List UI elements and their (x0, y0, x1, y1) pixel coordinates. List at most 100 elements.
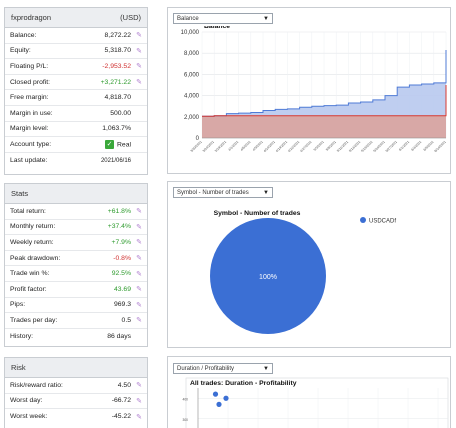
scatter-point[interactable] (212, 391, 219, 397)
stat-label: History: (10, 333, 34, 341)
x-tick-label: 4/19/2021 (275, 140, 288, 153)
stat-row: Account type: ✓ Real (5, 137, 147, 153)
edit-pencil-icon[interactable]: ✎ (136, 32, 142, 40)
stat-label: Total return: (10, 207, 46, 215)
balance-dropdown-label: Balance (177, 15, 199, 22)
stat-row: Balance: 8,272.22 ✎ (5, 28, 147, 44)
edit-pencil-icon[interactable]: ✎ (136, 270, 142, 278)
y-tick-label: 4,000 (184, 94, 200, 100)
stat-value: 92.5% (111, 270, 131, 278)
stat-value: 4,818.70 (104, 94, 131, 102)
stat-label: Floating P/L: (10, 62, 49, 70)
y-tick-label: 8,000 (184, 51, 200, 57)
stat-label: Monthly return: (10, 223, 56, 231)
stat-label: Weekly return: (10, 238, 54, 246)
y-tick-label: 6,000 (184, 72, 200, 78)
stat-label: Free margin: (10, 94, 49, 102)
account-panel: fxprodragon (USD) Balance: 8,272.22 ✎ Equit… (4, 7, 148, 175)
edit-pencil-icon[interactable]: ✎ (136, 317, 142, 325)
risk-rows: Risk/reward ratio: 4.50 ✎ Worst day: -66.72 ✎… (5, 378, 147, 425)
stat-value: 43.69 (113, 285, 131, 293)
stat-label: Margin in use: (10, 109, 53, 117)
stat-label: Balance: (10, 31, 37, 39)
stat-value: -2,953.52 (102, 62, 131, 70)
stat-row: Total return: +61.8% ✎ (5, 204, 147, 220)
stat-row: Equity: 5,318.70 ✎ (5, 44, 147, 60)
stat-value: 8,272.22 (104, 31, 131, 39)
y-tick-label: 0 (196, 136, 200, 142)
x-tick-label: 5/24/2021 (373, 140, 386, 153)
balance-chart-dropdown[interactable]: Balance ▼ (173, 13, 273, 24)
x-tick-label: 5/14/2021 (348, 140, 361, 153)
symbol-chart-panel: Symbol - Number of trades ▼ Symbol - Num… (167, 181, 451, 348)
symbol-dropdown-label: Symbol - Number of trades (177, 189, 249, 196)
plot-area (185, 377, 449, 428)
stat-row: Worst week: -45.22 ✎ (5, 409, 147, 425)
stats-header: Stats (5, 184, 147, 204)
balance-line (202, 50, 447, 117)
risk-panel: Risk Risk/reward ratio: 4.50 ✎ Worst day: -6… (4, 357, 148, 428)
chevron-down-icon: ▼ (263, 365, 269, 372)
edit-pencil-icon[interactable]: ✎ (136, 239, 142, 247)
stat-label: Worst week: (10, 413, 48, 421)
scatter-point[interactable] (216, 401, 222, 407)
stat-label: Worst day: (10, 397, 43, 405)
edit-pencil-icon[interactable]: ✎ (136, 47, 142, 55)
edit-pencil-icon[interactable]: ✎ (136, 382, 142, 390)
stat-row: Risk/reward ratio: 4.50 ✎ (5, 378, 147, 394)
stat-value: +7.9% (111, 238, 131, 246)
pie-slice[interactable] (210, 218, 326, 334)
edit-pencil-icon[interactable]: ✎ (136, 286, 142, 294)
x-tick-label: 4/22/2021 (287, 140, 300, 153)
x-tick-label: 6/4/2021 (410, 140, 422, 152)
duration-chart: All trades: Duration - Profitability 400 3… (182, 377, 449, 428)
stat-value: +37.4% (107, 223, 131, 231)
edit-pencil-icon[interactable]: ✎ (136, 208, 142, 216)
edit-pencil-icon[interactable]: ✎ (136, 301, 142, 309)
risk-title: Risk (11, 363, 26, 372)
x-tick-label: 6/1/2021 (398, 140, 410, 152)
edit-pencil-icon[interactable]: ✎ (136, 255, 142, 263)
y-tick-label: 400 (182, 397, 188, 401)
stats-rows: Total return: +61.8% ✎ Monthly return: +37.4… (5, 204, 147, 344)
x-tick-label: 4/27/2021 (299, 140, 312, 153)
risk-header: Risk (5, 358, 147, 378)
y-tick-label: 2,000 (184, 115, 200, 121)
account-header: fxprodragon (USD) (5, 8, 147, 28)
stat-row: Last update: 2021/06/16 (5, 153, 147, 169)
stat-row: Trades per day: 0.5 ✎ (5, 313, 147, 329)
stat-row: Margin level: 1,063.7% (5, 122, 147, 138)
edit-pencil-icon[interactable]: ✎ (136, 223, 142, 231)
stat-value: ✓ Real (105, 139, 131, 149)
x-tick-label: 5/3/2021 (313, 140, 325, 152)
pie-slice-label: 100% (259, 274, 277, 281)
legend-marker (360, 217, 366, 223)
account-type-value: Real (117, 141, 131, 149)
stat-label: Peak drawdown: (10, 254, 61, 262)
stats-panel: Stats Total return: +61.8% ✎ Monthly return… (4, 183, 148, 347)
stat-row: Pips: 969.3 ✎ (5, 298, 147, 314)
checkmark-icon: ✓ (105, 139, 115, 149)
stat-value: -66.72 (111, 397, 131, 405)
edit-pencil-icon[interactable]: ✎ (136, 413, 142, 421)
scatter-point[interactable] (223, 395, 229, 401)
stat-value: 5,318.70 (104, 47, 131, 55)
stats-title: Stats (11, 189, 29, 198)
edit-pencil-icon[interactable]: ✎ (136, 397, 142, 405)
stat-label: Risk/reward ratio: (10, 381, 63, 389)
x-tick-label: 4/1/2021 (227, 140, 239, 152)
stat-row: Free margin: 4,818.70 (5, 90, 147, 106)
x-tick-label: 5/27/2021 (385, 140, 398, 153)
edit-pencil-icon[interactable]: ✎ (136, 79, 142, 87)
stat-row: Monthly return: +37.4% ✎ (5, 220, 147, 236)
chevron-down-icon: ▼ (263, 15, 269, 22)
stat-value: -45.22 (111, 413, 131, 421)
edit-pencil-icon[interactable]: ✎ (136, 63, 142, 71)
stat-value: 0.5 (121, 316, 131, 324)
chart-title: All trades: Duration - Profitability (190, 380, 297, 387)
stat-value: 2021/06/16 (100, 157, 131, 164)
symbol-chart-dropdown[interactable]: Symbol - Number of trades ▼ (173, 187, 273, 198)
balance-chart-panel: Balance ▼ Balance 10,000 8,000 6,000 4,000 2,… (167, 7, 451, 174)
stat-row: Floating P/L: -2,953.52 ✎ (5, 59, 147, 75)
duration-chart-dropdown[interactable]: Duration / Profitability ▼ (173, 363, 273, 374)
